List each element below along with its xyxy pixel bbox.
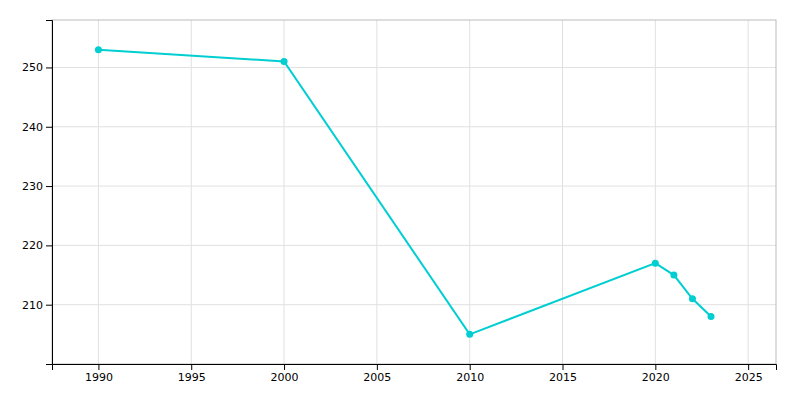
line (98, 50, 711, 335)
x-tick-mark (98, 364, 99, 370)
x-tick: 2020 (642, 364, 670, 384)
y-tick: 220 (22, 239, 52, 252)
x-tick-mark (748, 364, 749, 370)
x-tick: 1990 (85, 364, 113, 384)
y-tick: 230 (22, 180, 52, 193)
chart: 1990 1995 2000 2005 2010 2015 2020 2025 210 220 23… (0, 0, 800, 400)
y-tick-mark (46, 67, 52, 68)
grid-line-y (52, 186, 776, 187)
x-tick-mark (563, 364, 564, 370)
grid-line-x (98, 20, 99, 364)
y-tick-label: 210 (22, 299, 43, 312)
y-axis: 210 220 230 240 250 (22, 21, 53, 365)
x-tick-mark (284, 364, 285, 370)
point (708, 313, 715, 320)
x-tick-label: 2020 (642, 371, 670, 384)
y-tick-label: 220 (22, 239, 43, 252)
x-tick-mark (470, 364, 471, 370)
grid-line-x (562, 20, 563, 364)
x-tick-label: 2005 (363, 371, 391, 384)
marks (95, 46, 715, 338)
x-tick: 2000 (271, 364, 299, 384)
x-tick-label: 2010 (456, 371, 484, 384)
point (652, 260, 659, 267)
y-axis-line (46, 21, 53, 365)
point (281, 58, 288, 65)
x-tick-label: 1990 (85, 371, 113, 384)
point (670, 272, 677, 279)
x-tick: 2005 (363, 364, 391, 384)
y-tick: 210 (22, 299, 52, 312)
point (466, 331, 473, 338)
x-tick: 2025 (735, 364, 763, 384)
y-tick: 240 (22, 121, 52, 134)
y-tick-mark (46, 127, 52, 128)
grid-line-y (52, 245, 776, 246)
grid-line-x (376, 20, 377, 364)
point (689, 295, 696, 302)
x-tick: 1995 (178, 364, 206, 384)
x-tick: 2010 (456, 364, 484, 384)
x-tick-mark (191, 364, 192, 370)
y-tick-mark (46, 245, 52, 246)
y-tick-label: 250 (22, 61, 43, 74)
grid (52, 20, 776, 364)
grid-line-x (469, 20, 470, 364)
grid-line-y (52, 126, 776, 127)
x-tick: 2015 (549, 364, 577, 384)
grid-line-x (748, 20, 749, 364)
x-tick-label: 1995 (178, 371, 206, 384)
plot-frame (52, 20, 776, 364)
x-tick-label: 2000 (271, 371, 299, 384)
plot-area: 1990 1995 2000 2005 2010 2015 2020 2025 210 220 23… (22, 20, 777, 384)
grid-line-x (655, 20, 656, 364)
point (95, 46, 102, 53)
x-tick-mark (655, 364, 656, 370)
grid-line-y (52, 304, 776, 305)
x-axis: 1990 1995 2000 2005 2010 2015 2020 2025 (53, 364, 777, 384)
grid-line-x (284, 20, 285, 364)
x-tick-label: 2025 (735, 371, 763, 384)
y-tick-mark (46, 305, 52, 306)
x-tick-label: 2015 (549, 371, 577, 384)
grid-line-y (52, 67, 776, 68)
x-axis-line (53, 365, 777, 371)
y-tick-mark (46, 186, 52, 187)
x-tick-mark (377, 364, 378, 370)
y-tick-label: 230 (22, 180, 43, 193)
y-tick: 250 (22, 61, 52, 74)
grid-line-x (191, 20, 192, 364)
y-tick-label: 240 (22, 121, 43, 134)
